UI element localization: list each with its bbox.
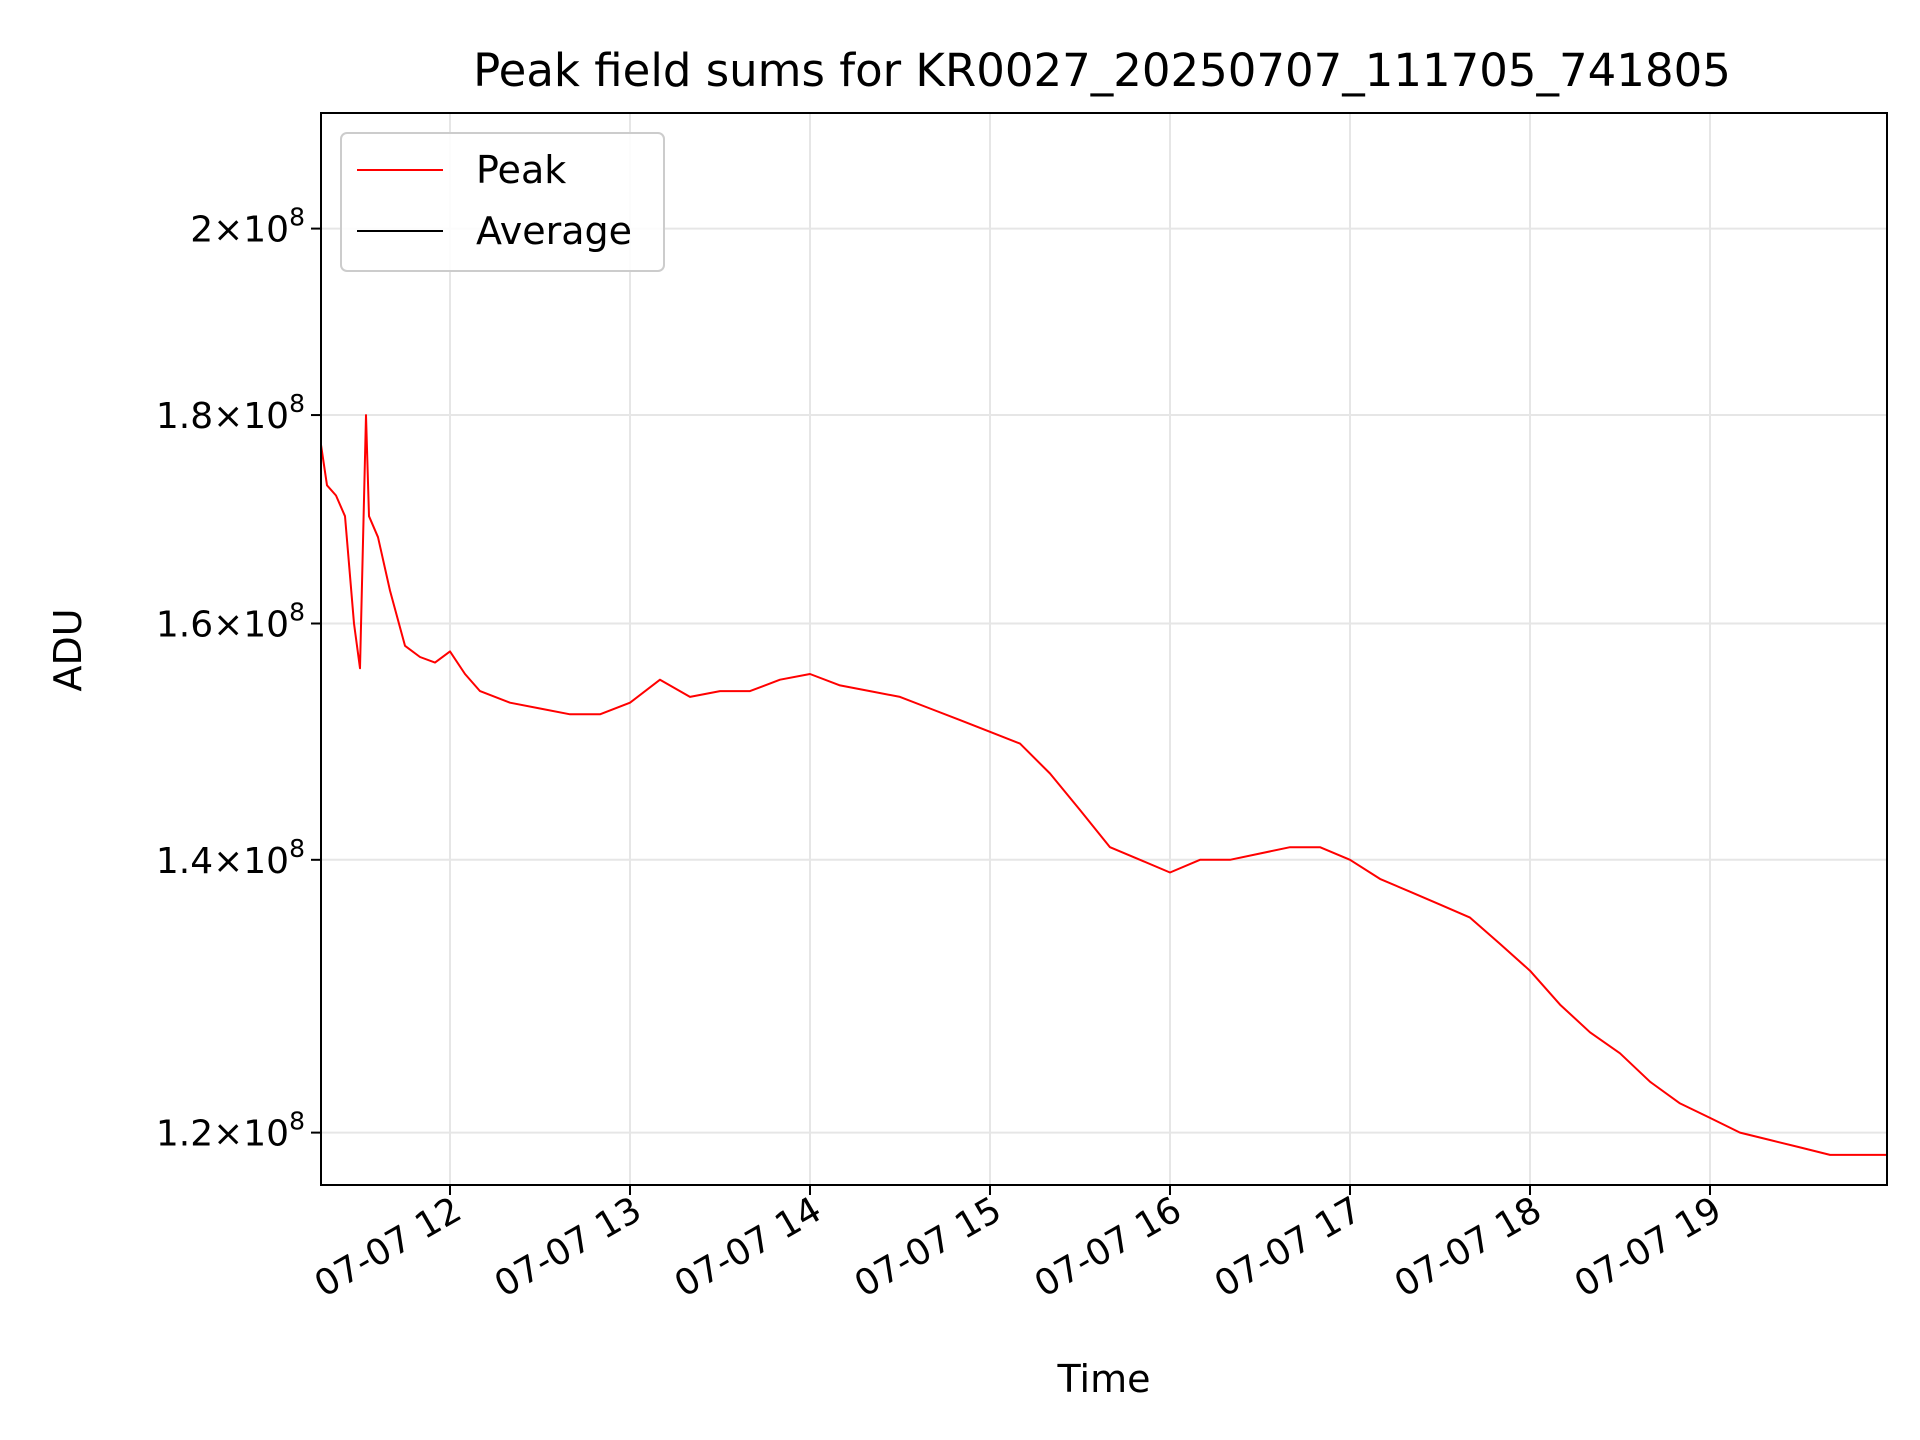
y-tick-exponent: 8 bbox=[289, 203, 305, 232]
y-tick-multiplier: ×10 bbox=[213, 841, 289, 882]
legend-label-peak: Peak bbox=[476, 148, 566, 192]
y-tick-mantissa: 1.4 bbox=[156, 841, 213, 882]
y-tick-exponent: 8 bbox=[289, 597, 305, 626]
chart-title: Peak field sums for KR0027_20250707_1117… bbox=[473, 44, 1731, 97]
x-tick-label: 07-07 19 bbox=[1568, 1189, 1729, 1305]
y-tick-mantissa: 1.2 bbox=[156, 1114, 213, 1155]
legend-label-average: Average bbox=[476, 209, 632, 253]
x-tick-label: 07-07 18 bbox=[1388, 1189, 1549, 1305]
x-axis: 07-07 12 07-07 13 07-07 14 07-07 15 07-07 16… bbox=[308, 1185, 1729, 1306]
y-tick-exponent: 8 bbox=[289, 834, 305, 863]
grid bbox=[321, 113, 1887, 1185]
legend: Peak Average bbox=[340, 132, 665, 272]
y-tick-mantissa: 2 bbox=[190, 210, 213, 251]
y-tick-label: 1.8×108 bbox=[156, 389, 305, 437]
y-axis-label: ADU bbox=[46, 608, 90, 691]
y-tick-label: 2×108 bbox=[190, 203, 305, 251]
y-tick-label: 1.2×108 bbox=[156, 1107, 305, 1155]
x-axis-label: Time bbox=[1057, 1357, 1151, 1401]
y-tick-multiplier: ×10 bbox=[213, 604, 289, 645]
x-tick-label: 07-07 16 bbox=[1028, 1189, 1189, 1305]
plot-frame bbox=[320, 112, 1888, 1186]
x-tick-label: 07-07 14 bbox=[668, 1189, 829, 1305]
y-tick-mantissa: 1.8 bbox=[156, 396, 213, 437]
x-tick-label: 07-07 17 bbox=[1208, 1189, 1369, 1305]
x-tick-label: 07-07 12 bbox=[308, 1189, 469, 1305]
x-tick-label: 07-07 13 bbox=[488, 1189, 649, 1305]
y-tick-mantissa: 1.6 bbox=[156, 604, 213, 645]
y-tick-multiplier: ×10 bbox=[213, 210, 289, 251]
y-tick-multiplier: ×10 bbox=[213, 396, 289, 437]
x-tick-label: 07-07 15 bbox=[848, 1189, 1009, 1305]
y-tick-multiplier: ×10 bbox=[213, 1114, 289, 1155]
y-tick-exponent: 8 bbox=[289, 1107, 305, 1136]
legend-box bbox=[340, 132, 665, 272]
series-layer bbox=[320, 414, 1887, 1156]
y-tick-exponent: 8 bbox=[289, 389, 305, 418]
y-tick-label: 1.4×108 bbox=[156, 834, 305, 882]
series-line-peak bbox=[320, 414, 1887, 1156]
y-tick-label: 1.6×108 bbox=[156, 597, 305, 645]
